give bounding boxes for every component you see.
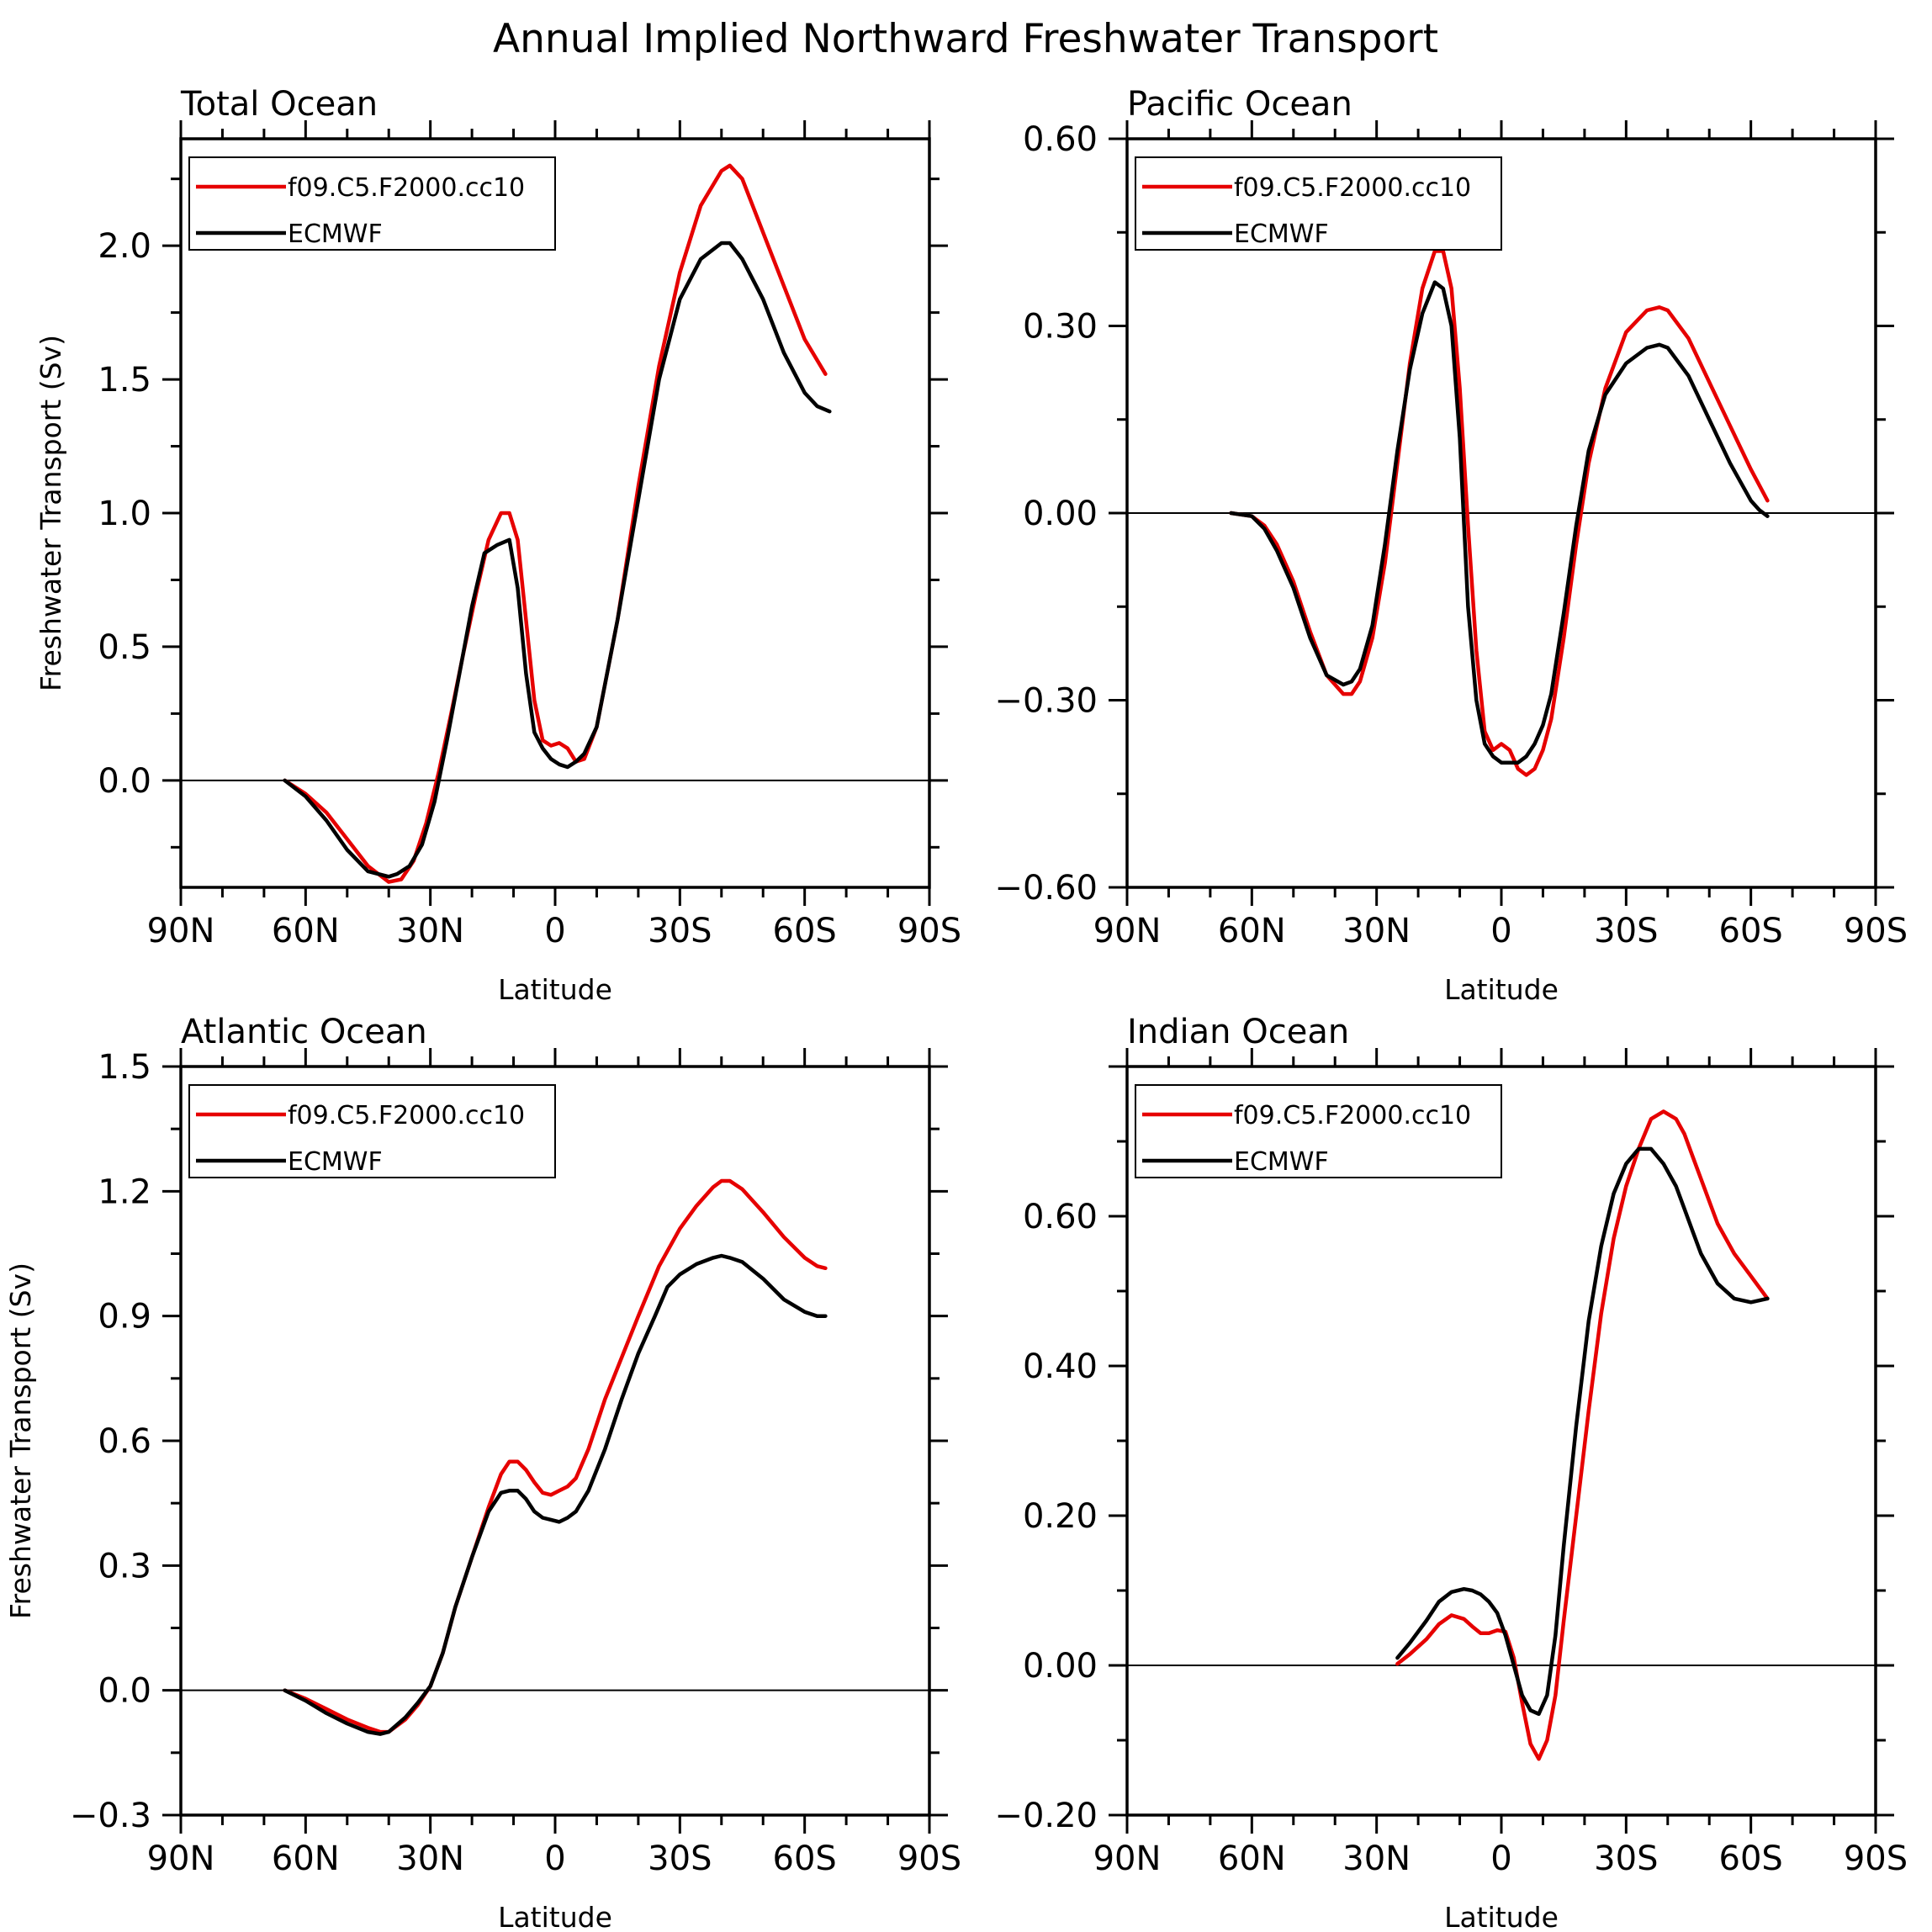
x-tick-label: 90S [897, 912, 961, 950]
x-tick-label: 30N [396, 912, 464, 950]
y-axis-label: Freshwater Transport (Sv) [4, 1262, 37, 1619]
panel-title: Indian Ocean [1127, 1013, 1349, 1051]
legend-label: f09.C5.F2000.cc10 [1234, 1101, 1471, 1130]
series-line-model [1395, 1109, 1770, 1761]
panel-title: Atlantic Ocean [181, 1013, 427, 1051]
series-line-ecmwf [283, 241, 832, 879]
x-tick-label: 60S [1719, 912, 1783, 950]
y-tick-label: −0.20 [994, 1797, 1098, 1835]
x-tick-label: 30N [396, 1839, 464, 1878]
series-line-model [283, 163, 828, 884]
y-tick-label: 1.2 [98, 1172, 151, 1211]
x-tick-label: 90S [1844, 1839, 1908, 1878]
y-tick-label: 0.40 [1023, 1347, 1098, 1386]
x-tick-label: 0 [1490, 912, 1511, 950]
x-axis-label: Latitude [498, 1901, 612, 1932]
x-tick-label: 60S [1719, 1839, 1783, 1878]
y-tick-label: 1.5 [98, 361, 151, 400]
y-tick-label: 0.0 [98, 762, 151, 801]
panel-title: Pacific Ocean [1127, 85, 1352, 124]
x-tick-label: 0 [544, 912, 565, 950]
x-tick-label: 0 [1490, 1839, 1511, 1878]
series-line-ecmwf [1395, 1146, 1770, 1717]
x-axis-label: Latitude [498, 973, 612, 1006]
y-tick-label: 0.6 [98, 1422, 151, 1461]
legend-label: ECMWF [1234, 1147, 1329, 1177]
x-tick-label: 90N [147, 1839, 215, 1878]
y-tick-label: −0.30 [994, 682, 1098, 721]
panel-atlantic-ocean: Atlantic Ocean Latitude Freshwater Trans… [4, 1013, 961, 1932]
y-tick-label: 2.0 [98, 227, 151, 266]
x-tick-label: 90N [1093, 1839, 1162, 1878]
y-tick-label: 0.60 [1023, 1198, 1098, 1236]
x-tick-label: 30S [1594, 912, 1658, 950]
x-tick-label: 60S [773, 912, 837, 950]
x-tick-label: 30S [1594, 1839, 1658, 1878]
y-axis-label: Freshwater Transport (Sv) [34, 335, 67, 691]
plot-frame [179, 137, 931, 889]
series-line-ecmwf [1229, 280, 1770, 765]
y-tick-label: 0.9 [98, 1298, 151, 1337]
x-tick-label: 30N [1342, 912, 1411, 950]
x-tick-label: 90N [147, 912, 215, 950]
plot-frame [1125, 1065, 1877, 1817]
legend-label: f09.C5.F2000.cc10 [1234, 173, 1471, 203]
x-axis-label: Latitude [1444, 1901, 1559, 1932]
x-tick-label: 60N [1218, 912, 1286, 950]
panel-title: Total Ocean [180, 85, 378, 124]
legend-label: f09.C5.F2000.cc10 [288, 1101, 525, 1130]
y-tick-label: −0.60 [994, 869, 1098, 908]
x-tick-label: 60N [272, 1839, 340, 1878]
y-tick-label: 0.0 [98, 1672, 151, 1711]
legend-label: f09.C5.F2000.cc10 [288, 173, 525, 203]
figure-title: Annual Implied Northward Freshwater Tran… [493, 16, 1438, 62]
panel-pacific-ocean: Pacific Ocean Latitude 90N 60N 30N 0 30S 60S 9… [994, 85, 1908, 1006]
panel-indian-ocean: Indian Ocean Latitude 90N 60N 30N 0 30S 60S 90… [994, 1013, 1908, 1932]
y-tick-label: 0.60 [1023, 120, 1098, 159]
x-tick-label: 30S [648, 912, 712, 950]
y-tick-label: −0.3 [70, 1797, 151, 1835]
plot-frame [179, 1065, 931, 1817]
x-tick-label: 30N [1342, 1839, 1411, 1878]
legend-label: ECMWF [288, 220, 383, 249]
x-tick-label: 90S [1844, 912, 1908, 950]
series-line-ecmwf [283, 1253, 828, 1736]
y-tick-label: 0.3 [98, 1547, 151, 1585]
series-line-model [1229, 249, 1770, 777]
y-tick-label: 1.0 [98, 495, 151, 533]
x-tick-label: 60S [773, 1839, 837, 1878]
legend-label: ECMWF [288, 1147, 383, 1177]
x-tick-label: 0 [544, 1839, 565, 1878]
x-tick-label: 90N [1093, 912, 1162, 950]
y-tick-label: 0.5 [98, 628, 151, 667]
x-tick-label: 60N [272, 912, 340, 950]
y-tick-label: 0.20 [1023, 1497, 1098, 1536]
x-tick-label: 90S [897, 1839, 961, 1878]
panel-total-ocean: Total Ocean Latitude Freshwater Transpor… [34, 85, 961, 1006]
x-axis-label: Latitude [1444, 973, 1559, 1006]
legend-label: ECMWF [1234, 220, 1329, 249]
y-tick-label: 0.30 [1023, 308, 1098, 347]
x-tick-label: 60N [1218, 1839, 1286, 1878]
y-tick-label: 0.00 [1023, 495, 1098, 533]
y-tick-label: 1.5 [98, 1048, 151, 1087]
x-tick-label: 30S [648, 1839, 712, 1878]
y-tick-label: 0.00 [1023, 1647, 1098, 1686]
